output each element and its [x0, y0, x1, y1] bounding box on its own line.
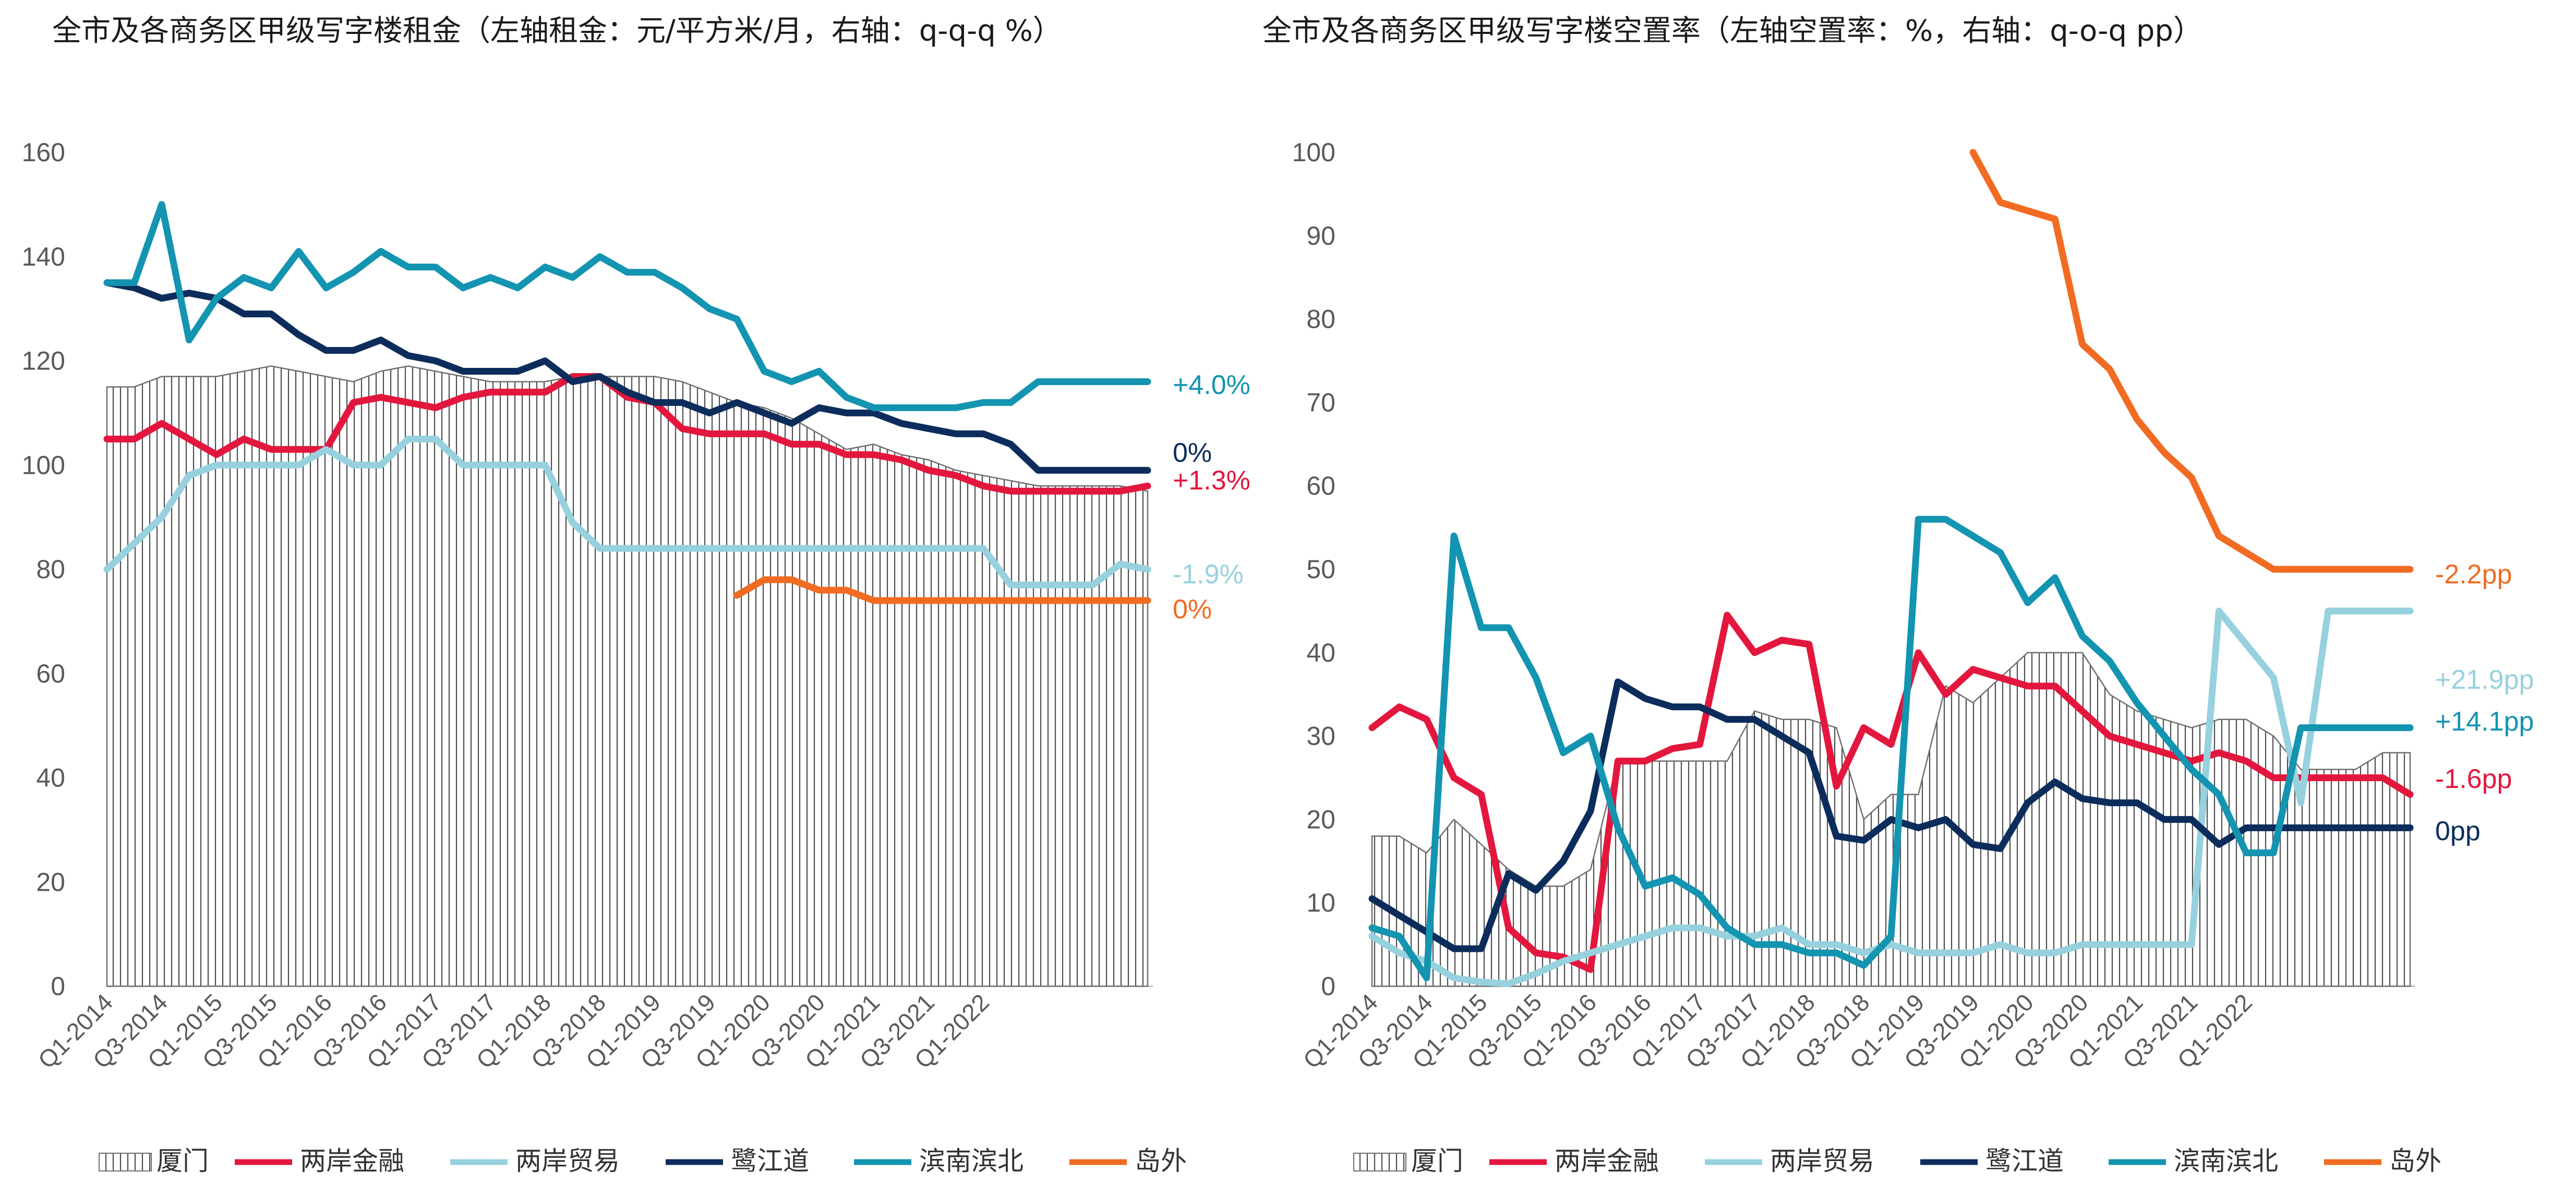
series-line-2	[103, 279, 1151, 474]
legend-label-xiamen: 厦门	[1411, 1146, 1463, 1176]
end-label-0: -1.6pp	[2435, 764, 2512, 794]
y-tick-label: 20	[36, 867, 65, 896]
y-tick-label: 80	[1306, 305, 1335, 334]
series-line-0	[1368, 612, 2414, 973]
end-label-2: 0%	[1173, 438, 1212, 468]
legend-label-xiamen: 厦门	[157, 1146, 209, 1176]
y-tick-label: 40	[36, 763, 65, 793]
y-tick-label: 60	[1306, 471, 1335, 500]
series-line-1	[1368, 607, 2414, 987]
y-tick-label: 50	[1306, 555, 1335, 584]
y-tick-label: 80	[36, 555, 65, 584]
y-tick-label: 40	[1306, 638, 1335, 667]
legend-label-3: 滨南滨北	[2174, 1146, 2278, 1176]
y-tick-label: 160	[22, 138, 65, 167]
series-line-4	[733, 576, 1151, 604]
y-tick-label: 0	[51, 972, 65, 1001]
y-tick-label: 90	[1306, 221, 1335, 250]
area-series-xiamen	[106, 365, 1149, 987]
y-tick-label: 30	[1306, 722, 1335, 751]
legend-label-0: 两岸金融	[300, 1146, 404, 1176]
series-line-0	[103, 373, 1151, 495]
legend-label-1: 两岸贸易	[1770, 1146, 1874, 1176]
end-label-3: +14.1pp	[2435, 707, 2534, 737]
y-tick-label: 10	[1306, 888, 1335, 917]
series-line-3	[1368, 516, 2414, 982]
series-line-3	[103, 201, 1151, 411]
series-line-1	[103, 435, 1151, 589]
left-chart-title: 全市及各商务区甲级写字楼租金（左轴租金：元/平方米/月，右轴：q-q-q %）	[52, 14, 1062, 48]
legend-label-1: 两岸贸易	[515, 1146, 620, 1176]
legend-swatch-xiamen	[99, 1153, 152, 1171]
y-tick-label: 60	[36, 659, 65, 688]
y-tick-label: 100	[22, 450, 65, 480]
vacancy-chart: 0102030405060708090100Q1-2014Q3-2014Q1-2…	[1292, 138, 2534, 1176]
y-tick-label: 20	[1306, 805, 1335, 834]
y-tick-label: 70	[1306, 388, 1335, 417]
rent-chart: 020406080100120140160Q1-2014Q3-2014Q1-20…	[22, 138, 1250, 1176]
legend-label-4: 岛外	[2389, 1146, 2441, 1176]
end-label-4: 0%	[1173, 594, 1212, 625]
y-tick-label: 120	[22, 346, 65, 376]
legend-label-4: 岛外	[1135, 1146, 1187, 1176]
series-line-4	[1969, 149, 2414, 573]
right-chart-title: 全市及各商务区甲级写字楼空置率（左轴空置率：%，右轴：q-o-q pp）	[1262, 14, 2202, 48]
end-label-4: -2.2pp	[2435, 559, 2512, 590]
end-label-1: +21.9pp	[2435, 665, 2534, 695]
y-tick-label: 0	[1321, 972, 1335, 1001]
end-label-2: 0pp	[2435, 816, 2481, 846]
legend-swatch-xiamen	[1353, 1153, 1406, 1171]
end-label-1: -1.9%	[1173, 559, 1244, 590]
y-tick-label: 140	[22, 242, 65, 271]
end-label-0: +1.3%	[1173, 465, 1250, 496]
legend-label-2: 鹭江道	[731, 1146, 809, 1176]
end-label-3: +4.0%	[1173, 370, 1250, 400]
legend-label-0: 两岸金融	[1555, 1146, 1659, 1176]
legend-label-3: 滨南滨北	[919, 1146, 1024, 1176]
y-tick-label: 100	[1292, 138, 1335, 167]
legend-label-2: 鹭江道	[1985, 1146, 2064, 1176]
